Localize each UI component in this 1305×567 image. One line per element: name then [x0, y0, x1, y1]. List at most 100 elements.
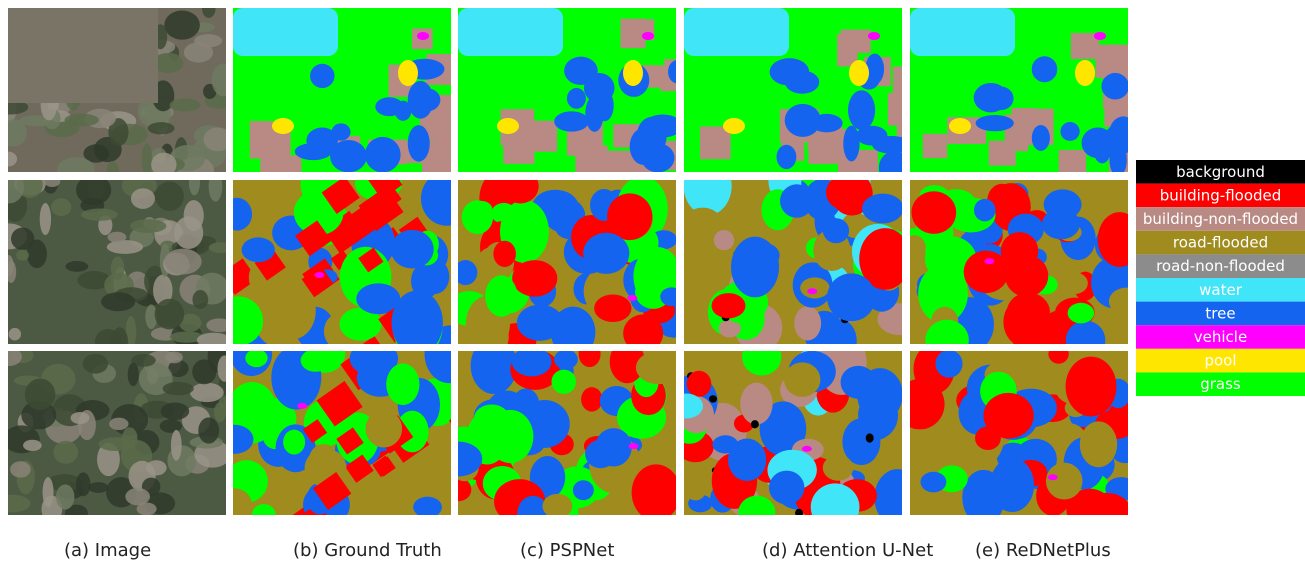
seg-tree — [310, 64, 335, 88]
seg-blob — [738, 496, 775, 530]
seg-blob — [585, 440, 616, 468]
legend-label: grass — [1200, 375, 1241, 393]
seg-building — [841, 30, 871, 53]
seg-vehicle — [417, 32, 429, 40]
photo-blob — [192, 290, 208, 309]
seg-pool — [849, 60, 869, 86]
panel — [458, 8, 689, 187]
seg-blob — [740, 383, 772, 425]
seg-tree — [330, 140, 367, 172]
photo-blob — [53, 441, 78, 464]
photo-blob — [65, 261, 88, 272]
seg-blob — [983, 393, 1033, 439]
photo-blob — [81, 208, 118, 220]
photo-blob — [171, 430, 182, 461]
seg-blob — [990, 458, 1034, 512]
seg-blob — [242, 237, 275, 262]
photo-blob — [189, 169, 200, 195]
seg-blob — [795, 509, 803, 517]
photo-blob — [164, 249, 201, 275]
seg-water — [910, 8, 1015, 56]
seg-water — [458, 8, 563, 56]
seg-tree — [879, 151, 910, 184]
seg-building — [260, 155, 301, 176]
seg-tree — [637, 117, 667, 156]
seg-blob — [974, 199, 995, 222]
legend-label: road-flooded — [1173, 234, 1268, 252]
photo-blob — [204, 127, 233, 151]
photo-blob — [25, 379, 56, 411]
seg-blob — [676, 298, 710, 337]
seg-tree — [567, 88, 586, 109]
seg-blob — [512, 260, 557, 296]
seg-tree — [564, 57, 598, 85]
photo-blob — [163, 382, 194, 395]
photo-blob — [155, 182, 184, 211]
seg-blob — [301, 349, 331, 372]
seg-building — [923, 134, 947, 158]
seg-vehicle — [1048, 474, 1058, 480]
photo-blob — [88, 482, 108, 493]
seg-blob — [573, 480, 594, 500]
seg-tree — [332, 123, 351, 140]
seg-blob — [551, 370, 576, 394]
seg-water — [684, 8, 789, 56]
seg-blob — [895, 379, 944, 429]
seg-blob — [386, 363, 419, 405]
photo-blob — [142, 143, 153, 175]
photo-blob — [83, 354, 108, 374]
seg-blob — [1066, 357, 1117, 417]
seg-tree — [668, 60, 686, 83]
photo-lake — [8, 8, 158, 103]
seg-blob — [714, 230, 734, 250]
seg-blob — [687, 371, 712, 397]
seg-blob — [512, 347, 552, 376]
seg-blob — [1068, 303, 1095, 324]
seg-vehicle — [627, 295, 637, 301]
seg-blob — [607, 193, 652, 240]
panel — [667, 331, 920, 531]
photo-blob — [27, 240, 47, 269]
legend-label: building-flooded — [1160, 186, 1282, 204]
photo-blob — [125, 488, 150, 505]
photo-blob — [160, 419, 182, 433]
seg-blob — [1042, 209, 1080, 240]
seg-tree — [1109, 143, 1126, 177]
photo-blob — [44, 176, 60, 187]
seg-vehicle — [868, 32, 880, 40]
seg-blob — [1098, 212, 1142, 267]
seg-tree — [843, 126, 859, 162]
legend-label: building-non-flooded — [1143, 210, 1298, 228]
photo-blob — [130, 219, 167, 233]
photo-blob — [218, 355, 232, 381]
seg-pool — [1075, 60, 1095, 86]
panel — [664, 157, 921, 362]
figure: (a) Image(b) Ground Truth(c) PSPNet(d) A… — [0, 0, 1305, 567]
photo-blob — [109, 418, 128, 430]
photo-blob — [107, 161, 119, 181]
seg-blob — [827, 273, 875, 321]
column-caption: (c) PSPNet — [520, 540, 614, 561]
seg-tree — [1101, 73, 1129, 100]
seg-blob — [751, 420, 759, 428]
seg-blob — [800, 277, 829, 298]
photo-blob — [148, 122, 175, 134]
seg-blob — [636, 351, 681, 384]
seg-tree — [554, 111, 589, 131]
seg-pool — [623, 60, 643, 86]
seg-building — [1059, 150, 1087, 184]
seg-blob — [1048, 345, 1068, 364]
photo-blob — [64, 114, 99, 127]
seg-blob — [911, 191, 956, 234]
seg-blob — [823, 455, 854, 481]
seg-tree — [770, 58, 810, 85]
seg-blob — [632, 464, 681, 521]
panel — [895, 344, 1142, 534]
seg-blob — [811, 483, 860, 530]
photo-blob — [206, 318, 232, 332]
photo-blob — [198, 417, 219, 443]
seg-blob — [413, 497, 442, 518]
seg-water — [233, 8, 338, 56]
seg-pool — [497, 118, 519, 134]
column-caption: (b) Ground Truth — [293, 540, 442, 561]
